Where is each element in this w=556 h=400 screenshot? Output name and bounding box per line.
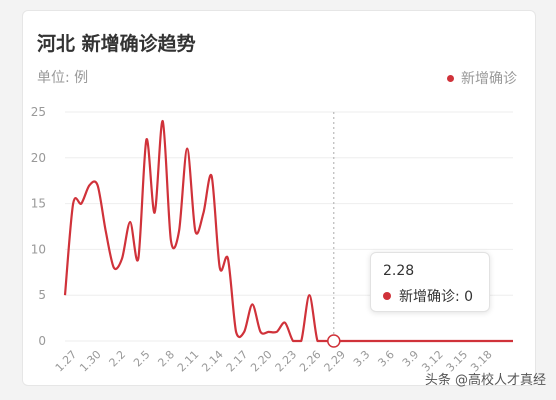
tooltip-value: 新增确诊: 0 (399, 289, 474, 305)
unit-label: 单位: 例 (37, 70, 89, 86)
x-tick-label: 2.29 (322, 348, 349, 375)
x-tick-label: 3.9 (400, 348, 422, 370)
x-tick-label: 2.8 (155, 348, 177, 370)
x-tick-label: 2.5 (131, 348, 153, 370)
y-tick-label: 5 (38, 288, 46, 302)
x-tick-label: 1.27 (53, 348, 80, 375)
chart-title: 河北 新增确诊趋势 (37, 33, 196, 55)
y-tick-label: 20 (31, 151, 46, 165)
x-tick-label: 2.2 (107, 348, 129, 370)
tooltip-dot-icon (383, 292, 391, 300)
y-tick-label: 0 (38, 334, 46, 348)
legend-label: 新增确诊 (461, 71, 517, 87)
y-tick-label: 25 (31, 105, 46, 119)
y-tick-label: 10 (31, 242, 46, 256)
x-tick-label: 1.30 (77, 348, 104, 375)
x-tick-label: 2.20 (248, 348, 275, 375)
y-tick-label: 15 (31, 197, 46, 211)
x-tick-label: 3.6 (375, 348, 397, 370)
chart-card: 河北 新增确诊趋势 单位: 例 新增确诊 (22, 10, 536, 386)
x-tick-label: 2.14 (199, 348, 226, 375)
legend-item[interactable]: 新增确诊 (447, 68, 517, 88)
tooltip-date: 2.28 (383, 263, 415, 279)
legend-dot-icon (447, 74, 454, 82)
watermark: 头条 @高校人才真经 (424, 373, 546, 388)
chart-tooltip: 2.28 新增确诊: 0 (370, 252, 490, 312)
x-tick-label: 3.3 (351, 348, 373, 370)
x-tick-label: 2.11 (175, 348, 202, 375)
x-tick-label: 2.23 (273, 348, 300, 375)
x-tick-label: 2.17 (224, 348, 251, 375)
highlight-point (327, 334, 341, 348)
series-line-新增确诊 (63, 120, 513, 343)
x-tick-label: 2.26 (297, 348, 324, 375)
